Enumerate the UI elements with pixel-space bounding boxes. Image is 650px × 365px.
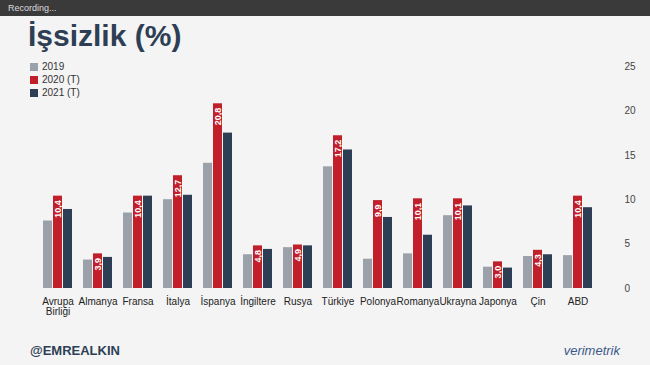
svg-text:10,1: 10,1 xyxy=(413,203,423,221)
svg-text:Fransa: Fransa xyxy=(122,296,154,307)
svg-text:5: 5 xyxy=(625,238,631,249)
svg-text:12,7: 12,7 xyxy=(173,180,183,198)
html-text:İşsizlik (%): İşsizlik (%) xyxy=(28,19,182,52)
svg-text:0: 0 xyxy=(625,283,631,294)
svg-text:ABD: ABD xyxy=(568,296,589,307)
svg-text:3,0: 3,0 xyxy=(493,266,503,279)
svg-text:AvrupaBirliği: AvrupaBirliği xyxy=(42,296,74,317)
svg-text:İngiltere: İngiltere xyxy=(240,295,276,307)
svg-text:Polonya: Polonya xyxy=(360,296,397,307)
svg-text:4,9: 4,9 xyxy=(293,249,303,262)
svg-text:9,9: 9,9 xyxy=(373,205,383,218)
svg-text:20: 20 xyxy=(625,105,637,116)
svg-text:4,3: 4,3 xyxy=(533,254,543,267)
svg-text:3,9: 3,9 xyxy=(93,258,103,271)
svg-text:Ukrayna: Ukrayna xyxy=(439,296,477,307)
svg-text:10: 10 xyxy=(625,194,637,205)
html-text:2019: 2019 xyxy=(42,61,65,72)
svg-text:Japonya: Japonya xyxy=(479,296,517,307)
svg-text:4,8: 4,8 xyxy=(253,250,263,263)
svg-text:Rusya: Rusya xyxy=(284,296,313,307)
svg-text:15: 15 xyxy=(625,150,637,161)
svg-text:10,4: 10,4 xyxy=(53,200,63,218)
svg-text:Almanya: Almanya xyxy=(79,296,118,307)
svg-text:Romanya: Romanya xyxy=(397,296,440,307)
html-text:@EMREALKIN: @EMREALKIN xyxy=(30,342,120,358)
svg-text:10,4: 10,4 xyxy=(133,200,143,218)
svg-text:17,2: 17,2 xyxy=(333,140,343,158)
svg-text:25: 25 xyxy=(625,61,637,72)
svg-text:İspanya: İspanya xyxy=(200,295,235,307)
svg-text:Türkiye: Türkiye xyxy=(322,296,355,307)
svg-text:10,4: 10,4 xyxy=(573,200,583,218)
html-text:2020 (T): 2020 (T) xyxy=(42,74,80,85)
svg-text:20,8: 20,8 xyxy=(213,108,223,126)
svg-text:Çin: Çin xyxy=(530,296,545,307)
html-text:verimetrik: verimetrik xyxy=(563,342,620,358)
html-text:2021 (T): 2021 (T) xyxy=(42,87,80,98)
svg-text:10,1: 10,1 xyxy=(453,203,463,221)
html-text:Recording...: Recording... xyxy=(8,3,57,13)
svg-text:İtalya: İtalya xyxy=(166,295,190,307)
